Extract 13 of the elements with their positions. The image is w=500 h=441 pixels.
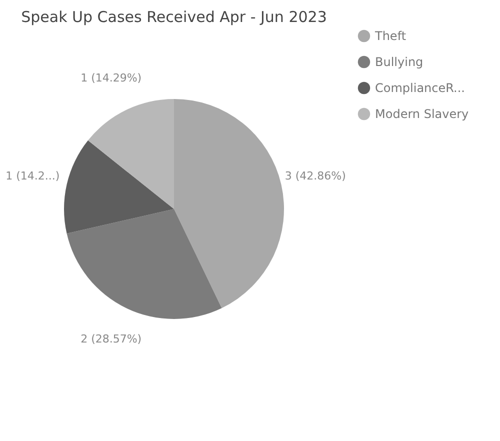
legend-label: Theft bbox=[374, 29, 406, 43]
legend-label: ComplianceR... bbox=[375, 81, 465, 95]
legend-label: Modern Slavery bbox=[375, 107, 469, 121]
data-label: 1 (14.29%) bbox=[80, 71, 142, 84]
pie-slice bbox=[66, 209, 222, 319]
data-label: 1 (14.2...) bbox=[6, 170, 60, 183]
pie-slice bbox=[64, 140, 174, 234]
pie-slice bbox=[88, 99, 174, 209]
data-label: 2 (28.57%) bbox=[80, 332, 142, 346]
pie-slice bbox=[174, 99, 284, 308]
chart-title: Speak Up Cases Received Apr - Jun 2023 bbox=[21, 8, 327, 26]
legend-label: Bullying bbox=[375, 55, 424, 69]
data-label: 3 (42.86%) bbox=[284, 170, 346, 183]
